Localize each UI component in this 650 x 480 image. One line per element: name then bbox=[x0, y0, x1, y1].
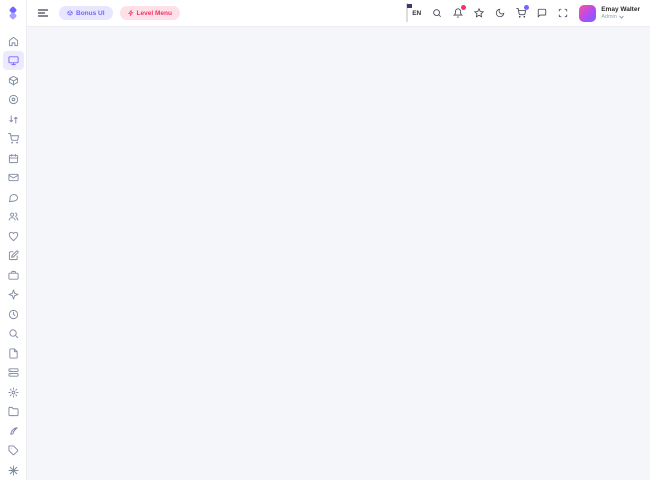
icons-icon bbox=[7, 289, 19, 300]
editors-icon bbox=[9, 426, 18, 435]
level-menu-label: Level Menu bbox=[136, 9, 172, 17]
knowledgebase-icon bbox=[7, 445, 18, 456]
sidebar-item-home[interactable] bbox=[3, 32, 24, 51]
users-icon bbox=[8, 212, 18, 221]
sidebar-nav bbox=[0, 32, 26, 480]
sidebar-toggle-icon[interactable] bbox=[37, 7, 49, 19]
sidebar bbox=[0, 0, 27, 480]
notification-badge bbox=[461, 5, 467, 10]
calendar-icon bbox=[8, 153, 18, 163]
ecommerce-icon bbox=[7, 133, 19, 144]
sidebar-item-others[interactable] bbox=[3, 363, 24, 382]
notifications-bell-icon[interactable] bbox=[453, 5, 467, 18]
sidebar-item-pages[interactable] bbox=[3, 71, 24, 90]
zap-icon bbox=[127, 10, 133, 16]
level-menu-badge[interactable]: Level Menu bbox=[119, 6, 180, 20]
support-icon bbox=[7, 464, 19, 476]
star-icon[interactable] bbox=[474, 8, 485, 18]
others-icon bbox=[7, 368, 19, 377]
sidebar-item-knowledgebase[interactable] bbox=[3, 441, 24, 460]
chevron-down-icon bbox=[618, 15, 624, 19]
sidebar-item-support[interactable] bbox=[3, 461, 24, 480]
messages-icon[interactable] bbox=[537, 8, 547, 18]
sidebar-item-project[interactable] bbox=[3, 110, 24, 129]
chat-icon bbox=[8, 193, 18, 202]
sidebar-item-ui-kits[interactable] bbox=[3, 90, 24, 109]
sidebar-item-search[interactable] bbox=[3, 324, 24, 343]
home-icon bbox=[8, 36, 18, 46]
cards-icon bbox=[7, 270, 19, 280]
sidebar-item-calendar[interactable] bbox=[3, 149, 24, 168]
gallery-icon bbox=[7, 406, 19, 417]
fullscreen-icon[interactable] bbox=[558, 8, 568, 18]
sidebar-item-chat[interactable] bbox=[3, 188, 24, 207]
sidebar-item-gallery[interactable] bbox=[3, 402, 24, 421]
user-role: Admin bbox=[601, 14, 617, 21]
user-menu[interactable]: Emay Walter Admin bbox=[579, 4, 640, 22]
settings-icon bbox=[7, 386, 19, 398]
app-logo-icon[interactable] bbox=[0, 0, 27, 26]
bookmark-icon bbox=[8, 231, 18, 241]
sidebar-item-users[interactable] bbox=[3, 207, 24, 226]
sidebar-item-forms[interactable] bbox=[3, 246, 24, 265]
sidebar-item-email[interactable] bbox=[3, 168, 24, 187]
widgets-icon bbox=[7, 56, 19, 66]
sidebar-item-sample-page[interactable] bbox=[3, 344, 24, 363]
cube-icon bbox=[67, 10, 73, 16]
avatar bbox=[579, 4, 597, 22]
sidebar-item-bookmark[interactable] bbox=[3, 227, 24, 246]
sidebar-item-charts[interactable] bbox=[3, 305, 24, 324]
language-flag-icon[interactable] bbox=[406, 3, 413, 22]
bonus-ui-label: Bonus UI bbox=[76, 9, 105, 17]
sidebar-item-icons[interactable] bbox=[3, 285, 24, 304]
main-content: Chart / Widgets / Chart SALE $ 3654.00 9… bbox=[54, 27, 650, 35]
email-icon bbox=[7, 173, 19, 182]
bonus-ui-badge[interactable]: Bonus UI bbox=[59, 6, 113, 20]
sidebar-item-editors[interactable] bbox=[3, 422, 24, 441]
ui-kits-icon bbox=[8, 94, 18, 105]
search-icon[interactable] bbox=[432, 8, 442, 18]
dark-mode-moon-icon[interactable] bbox=[495, 8, 505, 18]
sidebar-item-cards[interactable] bbox=[3, 266, 24, 285]
forms-icon bbox=[8, 250, 19, 261]
sidebar-item-ecommerce[interactable] bbox=[3, 129, 24, 148]
project-icon bbox=[8, 114, 18, 124]
sample-page-icon bbox=[8, 347, 18, 359]
cart-badge bbox=[524, 5, 530, 10]
top-header: Bonus UI Level Menu EN bbox=[27, 0, 650, 27]
language-label[interactable]: EN bbox=[412, 9, 422, 17]
search-icon bbox=[8, 329, 18, 339]
cart-icon[interactable] bbox=[516, 5, 530, 18]
charts-icon bbox=[8, 309, 18, 319]
sidebar-item-settings[interactable] bbox=[3, 383, 24, 402]
user-name: Emay Walter bbox=[601, 5, 640, 13]
sidebar-item-widgets[interactable] bbox=[2, 51, 24, 70]
pages-icon bbox=[8, 75, 18, 86]
